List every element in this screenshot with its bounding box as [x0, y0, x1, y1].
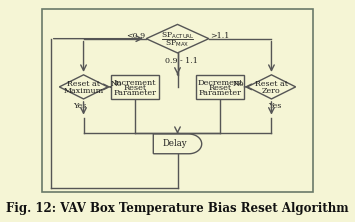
- Text: Reset: Reset: [123, 84, 146, 92]
- Text: 0.9 - 1.1: 0.9 - 1.1: [165, 57, 198, 65]
- Polygon shape: [59, 75, 108, 99]
- Text: SP$_{\rm ACTUAL}$: SP$_{\rm ACTUAL}$: [161, 31, 194, 41]
- Text: Delay: Delay: [162, 139, 187, 148]
- Text: Reset at: Reset at: [255, 80, 288, 88]
- Text: Reset at: Reset at: [67, 80, 100, 88]
- FancyBboxPatch shape: [196, 75, 244, 99]
- Text: Maximum: Maximum: [64, 87, 104, 95]
- Text: >1.1: >1.1: [210, 32, 230, 40]
- Text: Yes: Yes: [73, 102, 87, 110]
- Text: Parameter: Parameter: [113, 89, 156, 97]
- Text: Decrement: Decrement: [197, 79, 243, 87]
- Text: SP$_{\rm MAX}$: SP$_{\rm MAX}$: [165, 38, 190, 49]
- FancyBboxPatch shape: [111, 75, 159, 99]
- Text: Increment: Increment: [114, 79, 156, 87]
- Text: Fig. 12: VAV Box Temperature Bias Reset Algorithm: Fig. 12: VAV Box Temperature Bias Reset …: [6, 202, 349, 215]
- Text: No: No: [233, 80, 244, 88]
- Text: Parameter: Parameter: [199, 89, 242, 97]
- Polygon shape: [247, 75, 296, 99]
- Text: Yes: Yes: [268, 102, 282, 110]
- Text: <0.9: <0.9: [126, 32, 145, 40]
- Polygon shape: [146, 24, 209, 53]
- Text: Zero: Zero: [262, 87, 281, 95]
- Text: Reset: Reset: [209, 84, 232, 92]
- Text: No: No: [111, 80, 122, 88]
- PathPatch shape: [153, 134, 202, 154]
